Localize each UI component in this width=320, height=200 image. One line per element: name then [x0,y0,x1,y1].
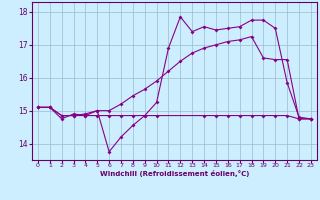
X-axis label: Windchill (Refroidissement éolien,°C): Windchill (Refroidissement éolien,°C) [100,170,249,177]
